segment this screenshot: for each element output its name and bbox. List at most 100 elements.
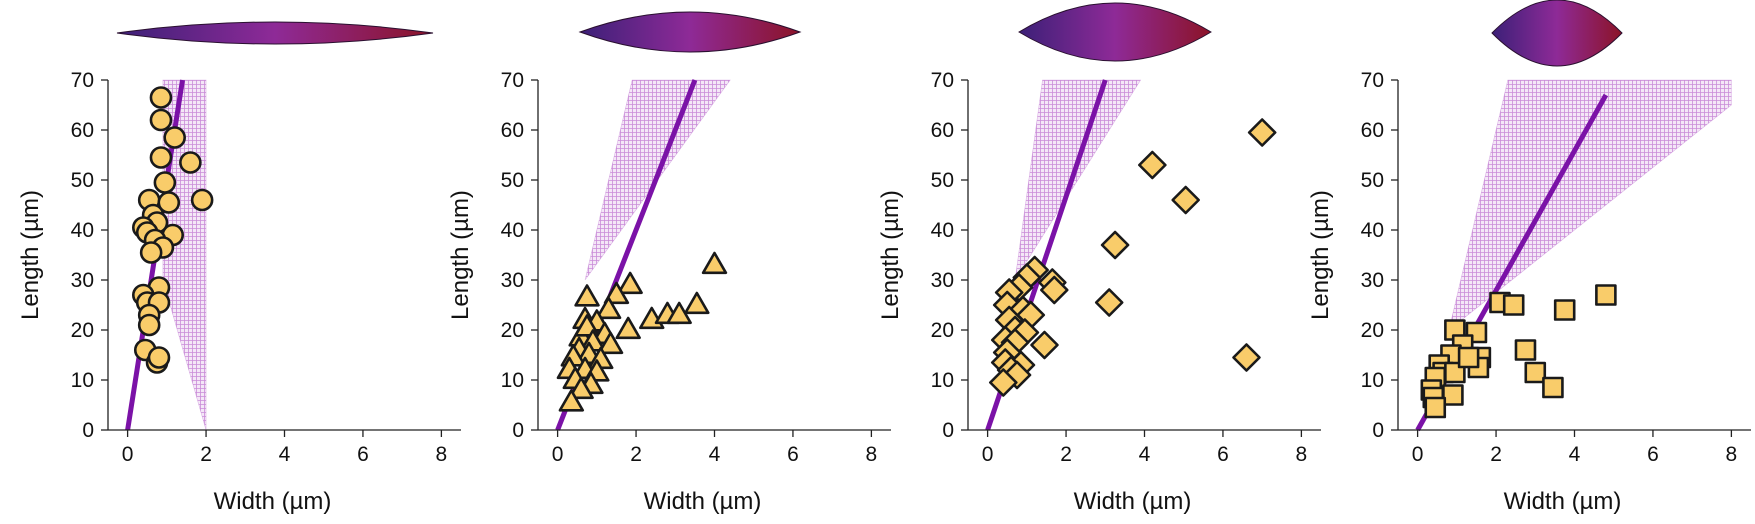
x-tick-label: 6 (787, 443, 799, 466)
x-axis-title: Width (µm) (1074, 488, 1192, 515)
y-tick-label: 10 (501, 369, 524, 392)
panel-a: 0 2 4 6 8 0 10 20 30 40 50 60 70 Width (µm) Length (µm… (17, 21, 461, 515)
x-tick-label: 4 (1139, 443, 1151, 466)
y-tick-label: 10 (931, 369, 954, 392)
x-tick-label: 6 (357, 443, 369, 466)
y-tick-label: 0 (82, 419, 94, 442)
y-tick-label: 20 (71, 319, 94, 342)
x-tick-label: 0 (982, 443, 994, 466)
y-tick-label: 60 (71, 119, 94, 142)
data-points (132, 86, 214, 374)
y-tick-label: 20 (1361, 319, 1384, 342)
data-point (139, 241, 163, 264)
y-tick-label: 40 (931, 219, 954, 242)
y-tick-label: 70 (501, 69, 524, 92)
data-point (1502, 294, 1525, 316)
cell-shape-wide-icon (1018, 2, 1212, 62)
data-point (1138, 150, 1167, 180)
y-tick-label: 30 (71, 269, 94, 292)
x-tick-label: 0 (552, 443, 564, 466)
x-tick-label: 6 (1217, 443, 1229, 466)
y-tick-label: 60 (1361, 119, 1384, 142)
x-tick-label: 0 (122, 443, 134, 466)
data-point (1514, 339, 1537, 361)
data-point (1100, 230, 1130, 260)
x-tick-label: 2 (1490, 443, 1502, 466)
data-point (603, 281, 630, 305)
data-point (147, 346, 171, 369)
data-point (1542, 376, 1564, 399)
data-point (1247, 118, 1277, 147)
data-points (556, 251, 728, 412)
x-tick-label: 8 (436, 443, 448, 466)
y-axis-title: Length (µm) (447, 190, 474, 320)
y-tick-label: 50 (931, 169, 954, 192)
data-point (149, 86, 173, 109)
x-tick-label: 2 (200, 443, 212, 466)
cell-shape-long-thin-icon (116, 21, 434, 45)
data-point (1424, 396, 1447, 419)
x-tick-label: 4 (709, 443, 721, 466)
data-point (149, 146, 173, 169)
data-point (1553, 299, 1576, 321)
data-point (1595, 284, 1617, 306)
data-point (1524, 361, 1547, 384)
y-tick-label: 50 (71, 169, 94, 192)
y-axis-title: Length (µm) (877, 190, 904, 320)
data-point (684, 291, 710, 315)
y-tick-label: 10 (71, 369, 94, 392)
x-tick-label: 2 (630, 443, 642, 466)
y-tick-label: 30 (501, 269, 524, 292)
confidence-band (1448, 79, 1732, 331)
panel-b: 0 2 4 6 8 0 10 20 30 40 50 60 70 Width (µm) Length (µm… (447, 11, 891, 515)
data-point (149, 108, 173, 132)
y-tick-label: 70 (1361, 69, 1384, 92)
y-tick-label: 40 (71, 219, 94, 242)
y-tick-label: 30 (931, 269, 954, 292)
x-tick-label: 8 (1726, 443, 1738, 466)
y-tick-label: 0 (512, 419, 524, 442)
y-tick-label: 40 (1361, 219, 1384, 242)
data-point (701, 251, 728, 275)
panel-d: 0 2 4 6 8 0 10 20 30 40 50 60 70 Width (µm) Length (µm… (1307, 0, 1751, 515)
x-axis-title: Width (µm) (1504, 488, 1622, 515)
y-tick-label: 60 (931, 119, 954, 142)
x-axis-title: Width (µm) (644, 488, 762, 515)
data-point (179, 151, 202, 174)
data-points (1420, 284, 1617, 419)
data-point (1457, 346, 1480, 369)
data-point (615, 316, 641, 340)
y-tick-label: 20 (501, 319, 524, 342)
x-tick-label: 8 (1296, 443, 1308, 466)
data-point (568, 376, 594, 400)
cell-shape-medium-icon (578, 11, 802, 53)
y-tick-label: 0 (1372, 419, 1384, 442)
x-tick-label: 8 (866, 443, 878, 466)
cell-shape-round-icon (1491, 0, 1623, 67)
data-point (574, 284, 600, 307)
data-point (190, 188, 214, 212)
data-points (988, 118, 1277, 397)
x-tick-label: 2 (1060, 443, 1072, 466)
y-tick-label: 50 (1361, 169, 1384, 192)
y-tick-label: 30 (1361, 269, 1384, 292)
data-point (1442, 384, 1464, 406)
y-tick-label: 40 (501, 219, 524, 242)
data-point (988, 368, 1018, 397)
y-tick-label: 70 (931, 69, 954, 92)
data-point (595, 296, 622, 320)
y-tick-label: 60 (501, 119, 524, 142)
data-point (153, 171, 177, 194)
confidence-band (1014, 79, 1142, 281)
data-point (617, 271, 643, 295)
data-point (1094, 288, 1124, 317)
x-axis-title: Width (µm) (214, 488, 332, 515)
x-tick-label: 6 (1647, 443, 1659, 466)
data-point (597, 331, 624, 355)
x-tick-label: 4 (279, 443, 291, 466)
panel-c: 0 2 4 6 8 0 10 20 30 40 50 60 70 Width (µm) Length (µm… (877, 2, 1321, 515)
data-point (1171, 185, 1200, 215)
x-tick-label: 4 (1569, 443, 1581, 466)
y-tick-label: 10 (1361, 369, 1384, 392)
